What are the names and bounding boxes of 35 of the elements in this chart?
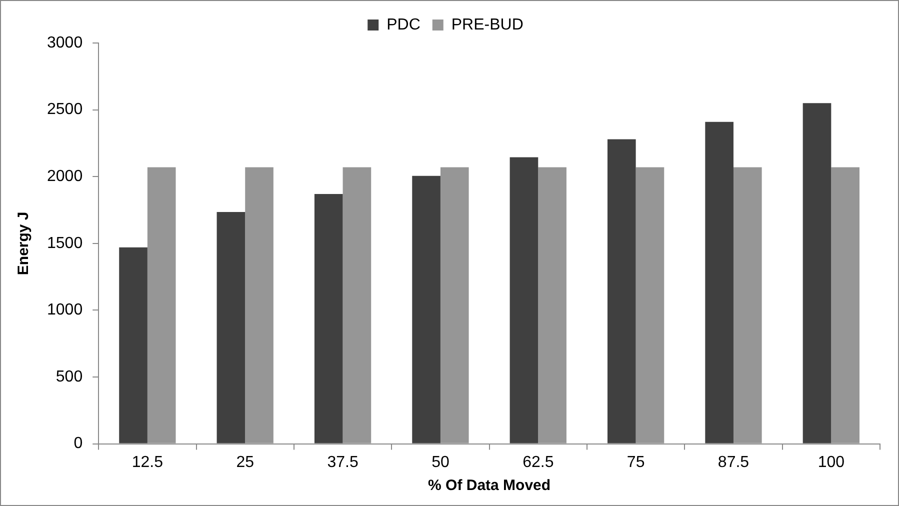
y-tick-label: 3000 (47, 34, 83, 52)
bar (314, 194, 343, 444)
x-tick-label: 50 (432, 454, 450, 471)
bar (733, 167, 762, 444)
bar (440, 167, 469, 444)
bar (510, 157, 538, 444)
y-tick-label: 0 (74, 435, 83, 452)
y-tick-label: 2000 (47, 168, 83, 186)
x-tick-label: 37.5 (327, 454, 358, 471)
bar (831, 167, 860, 444)
bar (412, 176, 440, 444)
x-tick-label: 62.5 (522, 454, 554, 471)
x-tick-label: 25 (236, 454, 254, 471)
bar (538, 167, 566, 444)
y-tick-label: 1000 (47, 302, 83, 319)
y-tick-label: 1500 (47, 234, 83, 252)
x-axis-title: % Of Data Moved (428, 477, 551, 494)
x-tick-label: 100 (818, 454, 845, 471)
bar (245, 167, 274, 444)
bar (216, 212, 246, 444)
bar (607, 139, 636, 444)
bar (147, 167, 176, 444)
bar (636, 167, 664, 444)
x-tick-label: 12.5 (132, 454, 164, 471)
x-tick-label: 87.5 (718, 454, 750, 471)
bar (705, 122, 734, 444)
bar (342, 167, 372, 444)
x-tick-label: 75 (626, 454, 645, 471)
bar (119, 247, 148, 444)
y-tick-label: 500 (56, 368, 83, 386)
y-axis-title: Energy J (15, 212, 32, 276)
legend-label: PDC (386, 16, 420, 34)
legend-label: PRE-BUD (451, 16, 524, 34)
bar (802, 103, 832, 444)
y-tick-label: 2500 (47, 101, 83, 118)
